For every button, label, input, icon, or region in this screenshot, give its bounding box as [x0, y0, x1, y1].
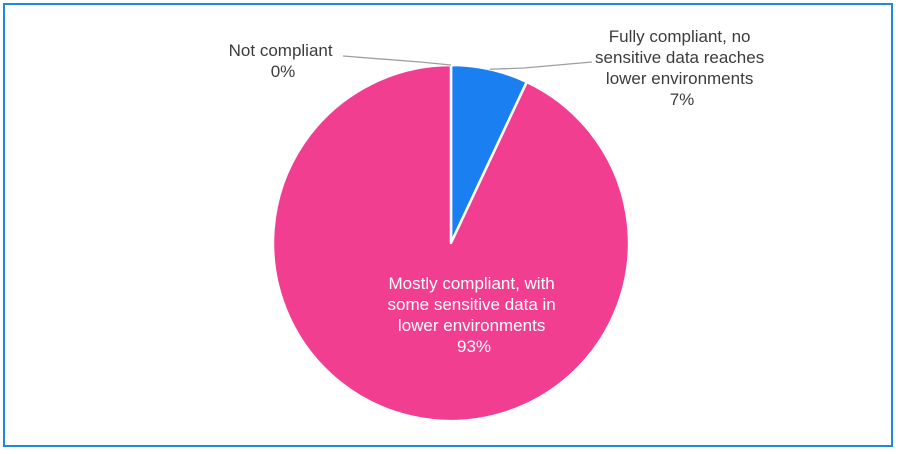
leader-lines: [342, 55, 593, 70]
slice-value-label: 0%: [271, 62, 296, 81]
pie-slices: [271, 63, 631, 423]
slice-label-line: Fully compliant, no: [609, 27, 751, 46]
slice-label-line: Mostly compliant, with: [388, 274, 554, 293]
slice-label-line: sensitive data reaches: [595, 48, 764, 67]
leader-line-fully-compliant: [489, 61, 593, 70]
slice-value-label: 7%: [670, 90, 695, 109]
slice-label-line: lower environments: [398, 316, 545, 335]
leader-line-not-compliant: [342, 55, 452, 66]
slice-label-fully-compliant: Fully compliant, no sensitive data reach…: [595, 27, 769, 109]
slice-label-mostly-compliant: Mostly compliant, with some sensitive da…: [388, 274, 561, 356]
slice-label-line: Not compliant: [229, 41, 333, 60]
slice-label-line: lower environments: [606, 69, 753, 88]
slice-label-not-compliant: Not compliant 0%: [229, 41, 338, 81]
slice-label-line: some sensitive data in: [388, 295, 556, 314]
pie-slice: [271, 63, 631, 423]
slice-value-label: 93%: [457, 337, 491, 356]
